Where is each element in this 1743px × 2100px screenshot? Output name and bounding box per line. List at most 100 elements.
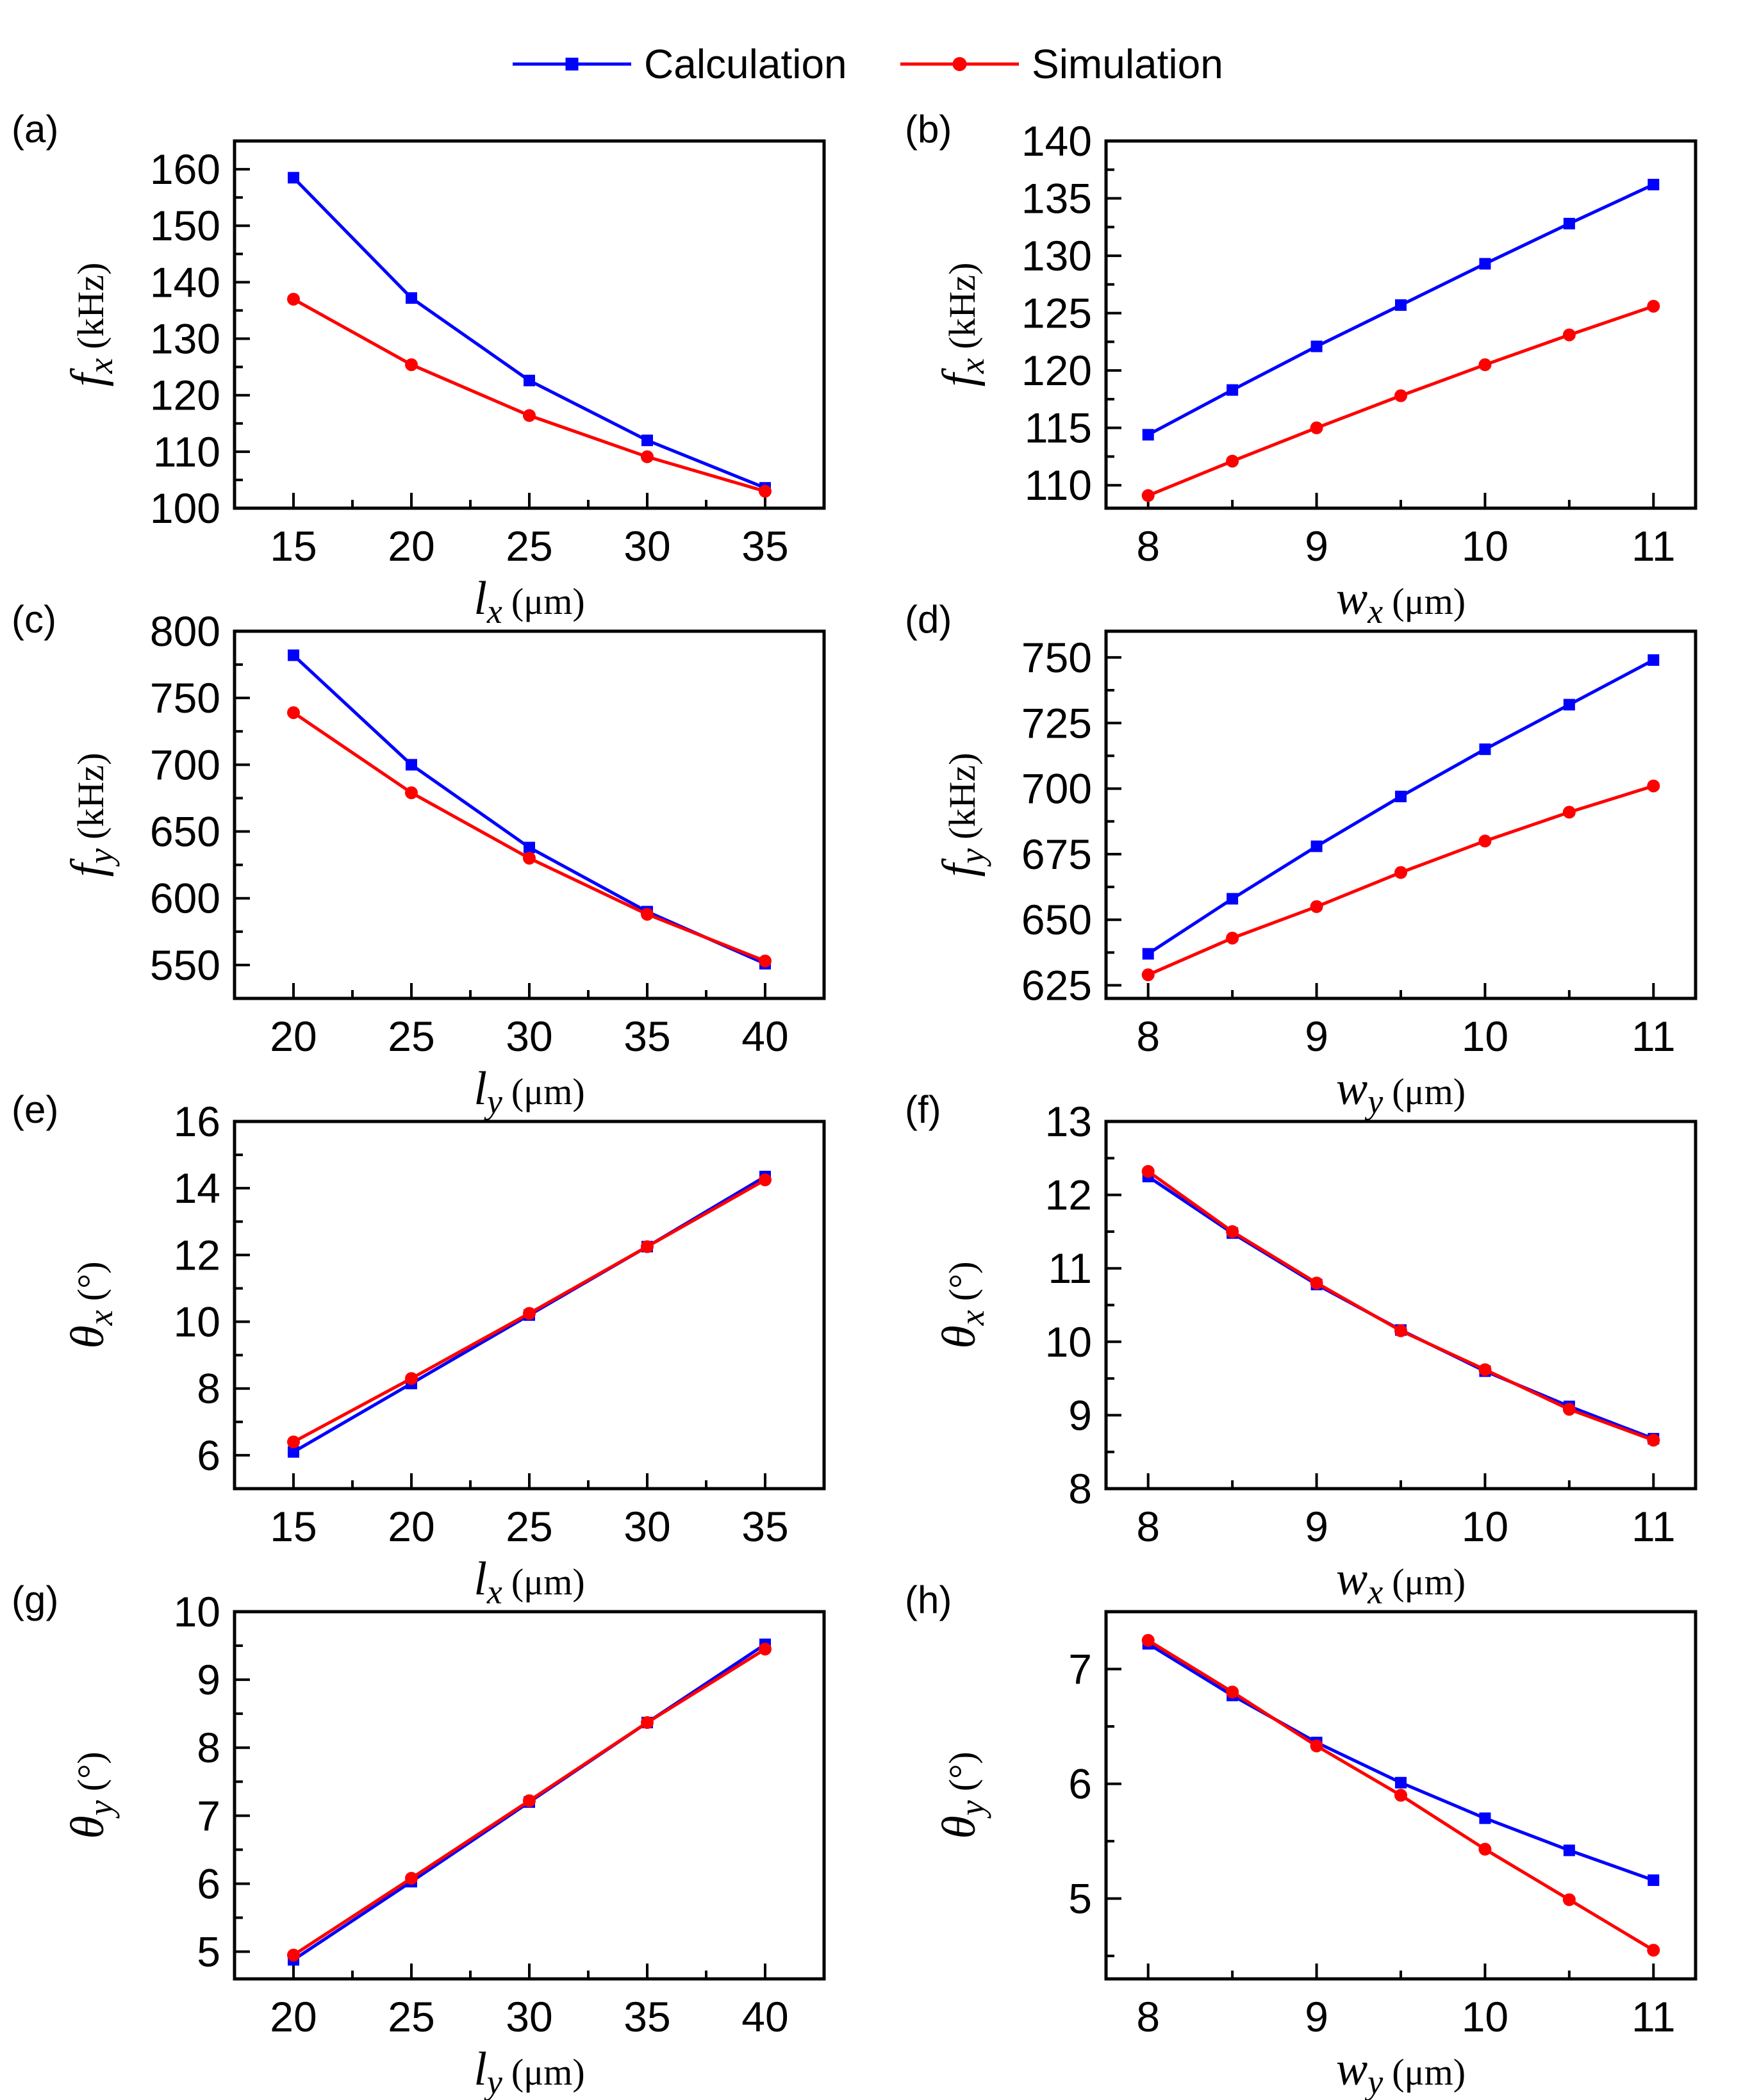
x-tick-label: 9 [1305,1993,1328,2040]
data-point-calculation [1227,384,1239,396]
x-tick-label: 8 [1136,522,1160,570]
y-tick-label: 675 [1021,831,1092,878]
data-point-simulation [759,954,772,968]
data-point-simulation [523,409,536,422]
y-tick-label: 550 [150,941,220,989]
x-axis-title: wy (μm) [1336,2043,1466,2100]
data-point-simulation [523,1794,536,1807]
x-tick-label: 20 [270,1013,317,1060]
data-point-simulation [1478,1363,1492,1377]
plot-frame [233,139,826,510]
data-point-simulation [759,484,772,498]
data-point-simulation [1562,806,1576,819]
y-tick-label: 12 [174,1231,220,1278]
y-tick-label: 160 [150,145,220,193]
x-axis-subscript: x [1367,592,1383,631]
y-axis-title: θx (°) [933,1261,991,1348]
panel-label: (e) [12,1088,58,1131]
y-axis-title: fy(kHz) [62,753,120,877]
data-point-simulation [287,292,300,306]
x-tick-label: 8 [1136,1503,1160,1550]
x-tick-label: 20 [270,1993,317,2040]
x-axis-subscript: y [484,2063,502,2100]
data-point-simulation [405,1372,418,1385]
data-point-simulation [1562,1403,1576,1416]
x-tick-label: 15 [270,1503,317,1550]
series-line-simulation [1147,1170,1655,1442]
data-point-calculation [1395,299,1407,311]
x-tick-label: 8 [1136,1993,1160,2040]
y-axis-subscript: y [81,1800,120,1819]
y-axis-unit: (kHz) [941,753,983,839]
y-tick-label: 9 [197,1656,220,1703]
data-point-simulation [1226,931,1239,945]
data-point-calculation [406,759,417,771]
y-axis-title: fx(kHz) [62,263,120,387]
y-axis-subscript: x [81,358,120,374]
x-axis-unit: (μm) [1392,2051,1466,2093]
y-tick-label: 800 [150,608,220,655]
data-point-simulation [1141,1633,1155,1647]
series-simulation [287,292,772,498]
data-point-simulation [1647,1944,1660,1957]
y-tick-label: 8 [197,1724,220,1771]
y-tick-label: 150 [150,202,220,249]
y-tick-label: 130 [1021,232,1092,279]
data-point-simulation [1394,1324,1407,1337]
plot-frame [1104,139,1698,510]
x-tick-label: 40 [741,1993,788,2040]
data-point-calculation [1479,743,1491,756]
y-axis-unit: (kHz) [70,753,112,839]
x-axis-unit: (μm) [511,581,585,622]
y-tick-label: 725 [1021,699,1092,747]
data-point-simulation [1310,900,1323,913]
y-tick-label: 10 [174,1298,220,1346]
data-point-simulation [759,1642,772,1656]
x-tick-label: 30 [506,1993,552,2040]
panel-label: (b) [905,108,952,151]
data-point-simulation [641,450,654,463]
x-axis-symbol: w [1336,1553,1367,1605]
x-tick-label: 25 [388,1013,434,1060]
data-point-simulation [405,358,418,372]
data-point-calculation [1395,790,1407,802]
x-axis-title: lx (μm) [474,1553,584,1611]
series-line-calculation [1147,1175,1655,1441]
data-point-simulation [405,1871,418,1885]
y-tick-label: 600 [150,875,220,922]
data-point-simulation [287,1435,300,1449]
y-axis-title: θy (°) [62,1751,120,1839]
y-axis-unit: (°) [941,1751,983,1791]
data-point-calculation [1310,840,1323,852]
data-point-calculation [1142,429,1154,441]
data-point-calculation [406,292,417,304]
x-axis-symbol: w [1336,2043,1367,2096]
panel-label: (d) [905,598,952,641]
data-point-simulation [1310,1739,1323,1753]
panel-label: (a) [12,108,58,151]
series-simulation [287,706,772,968]
data-point-calculation [1648,1874,1660,1887]
y-axis-subscript: x [953,358,991,374]
x-tick-label: 30 [506,1013,552,1060]
x-tick-label: 35 [741,1503,788,1550]
panel-label: (h) [905,1578,952,1621]
series-simulation [287,1173,772,1449]
y-tick-label: 140 [1021,117,1092,165]
y-tick-label: 7 [1068,1646,1092,1693]
series-simulation [1141,1633,1660,1957]
data-point-simulation [1226,1685,1239,1699]
y-tick-label: 130 [150,315,220,363]
data-point-simulation [1647,299,1660,313]
series-simulation [1141,779,1660,982]
data-point-calculation [1648,179,1660,191]
y-tick-label: 6 [1068,1760,1092,1808]
data-point-calculation [524,841,535,854]
series-simulation [287,1642,772,1962]
y-tick-label: 120 [150,372,220,419]
